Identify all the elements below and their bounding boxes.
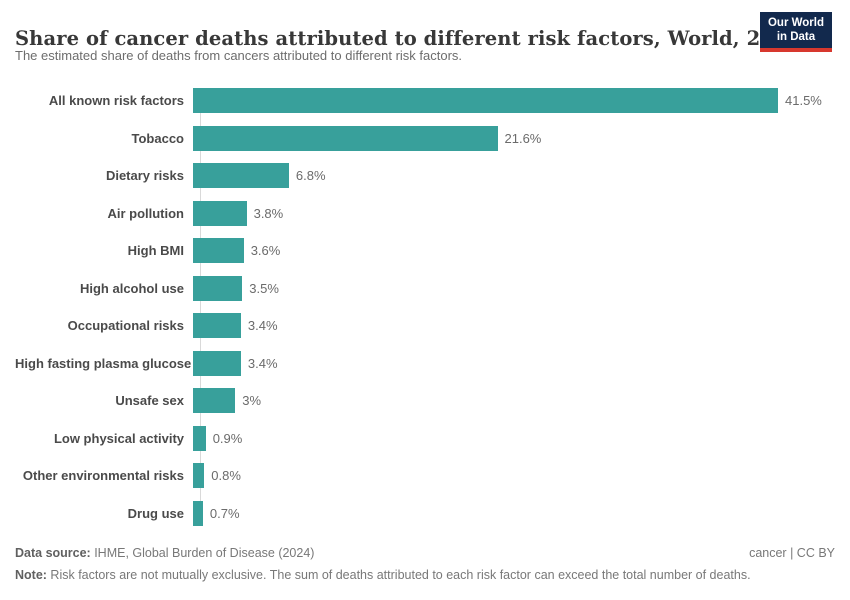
bar-label: Tobacco: [131, 130, 185, 146]
data-source-text: IHME, Global Burden of Disease (2024): [90, 546, 315, 560]
bar-row: Other environmental risks 0.8%: [15, 463, 835, 488]
bar-value: 3.4%: [247, 318, 278, 333]
bar[interactable]: [193, 88, 778, 113]
bar[interactable]: [193, 163, 289, 188]
bar-row: Unsafe sex 3%: [15, 388, 835, 413]
bar-value: 3.6%: [250, 243, 281, 258]
y-axis-line: [200, 88, 201, 526]
bar-label: All known risk factors: [48, 93, 184, 108]
note-text: Risk factors are not mutually exclusive.…: [46, 568, 751, 582]
bar-label: High BMI: [127, 243, 184, 258]
bar-row: High BMI 3.6%: [15, 238, 835, 263]
bar-value: 3%: [242, 393, 262, 408]
bar-track: 21.6%: [192, 125, 835, 151]
bar[interactable]: [193, 313, 241, 338]
bar-track: 3.4%: [192, 350, 835, 376]
owid-logo-line2: in Data: [776, 30, 816, 43]
bar-value: 3.8%: [253, 205, 284, 221]
bar-label: Air pollution: [107, 205, 184, 221]
bar-track: 3.8%: [192, 200, 835, 226]
bar-label: Low physical activity: [53, 430, 184, 446]
chart-subtitle: The estimated share of deaths from cance…: [15, 48, 463, 63]
bar-track: 6.8%: [192, 163, 835, 188]
bar-track: 41.5%: [192, 88, 835, 113]
bar-row: Low physical activity 0.9%: [15, 425, 835, 451]
bar[interactable]: [193, 275, 243, 301]
bar-track: 0.8%: [192, 463, 835, 488]
data-source-label: Data source:: [15, 546, 91, 560]
bar-track: 3%: [192, 388, 835, 413]
bar[interactable]: [193, 425, 206, 451]
bar[interactable]: [193, 350, 241, 376]
bar-label: Other environmental risks: [22, 468, 184, 483]
bar[interactable]: [193, 388, 236, 413]
bar-value: 3.4%: [247, 355, 278, 371]
bar-label: Unsafe sex: [115, 393, 184, 408]
bar-row: All known risk factors 41.5%: [15, 88, 835, 113]
bar[interactable]: [193, 238, 244, 263]
bar[interactable]: [193, 463, 205, 488]
bar-label: Dietary risks: [105, 168, 184, 183]
bar-track: 3.4%: [192, 313, 835, 338]
bar-chart: All known risk factors 41.5% Tobacco 21.…: [15, 88, 835, 526]
bar-row: Drug use 0.7%: [15, 500, 835, 526]
bar-row: Tobacco 21.6%: [15, 125, 835, 151]
license-link[interactable]: cancer | CC BY: [749, 546, 835, 560]
owid-logo-line1: Our World: [767, 17, 824, 29]
bar-value: 41.5%: [785, 93, 822, 108]
note-line: Note: Risk factors are not mutually excl…: [15, 568, 751, 582]
bar-value: 3.5%: [249, 280, 279, 296]
bar-label: Drug use: [127, 505, 184, 521]
bar[interactable]: [193, 500, 203, 526]
bar[interactable]: [193, 125, 498, 151]
bar-label: High fasting plasma glucose: [15, 355, 192, 371]
bar-label: High alcohol use: [79, 280, 184, 296]
bar-track: 3.5%: [192, 275, 835, 301]
bar-row: High fasting plasma glucose 3.4%: [15, 350, 835, 376]
bar-track: 0.9%: [192, 425, 835, 451]
owid-logo[interactable]: Our World in Data: [759, 12, 832, 52]
bar-value: 6.8%: [295, 168, 326, 183]
bar-value: 21.6%: [504, 130, 542, 146]
page-title: Share of cancer deaths attributed to dif…: [15, 27, 802, 51]
bar-value: 0.9%: [212, 430, 243, 446]
bar-value: 0.7%: [209, 505, 240, 521]
data-source-line: Data source: IHME, Global Burden of Dise…: [15, 546, 314, 560]
note-label: Note:: [15, 568, 47, 582]
bar-row: Air pollution 3.8%: [15, 200, 835, 226]
bar-row: Dietary risks 6.8%: [15, 163, 835, 188]
bar[interactable]: [193, 200, 247, 226]
bar-value: 0.8%: [211, 468, 241, 483]
bar-rows: All known risk factors 41.5% Tobacco 21.…: [15, 88, 835, 526]
bar-track: 3.6%: [192, 238, 835, 263]
bar-row: Occupational risks 3.4%: [15, 313, 835, 338]
bar-track: 0.7%: [192, 500, 835, 526]
bar-label: Occupational risks: [67, 318, 184, 333]
bar-row: High alcohol use 3.5%: [15, 275, 835, 301]
